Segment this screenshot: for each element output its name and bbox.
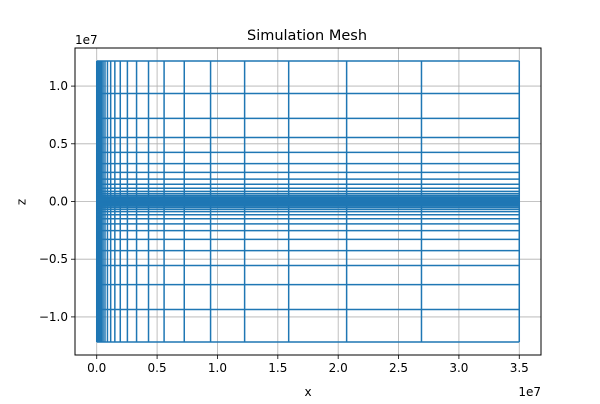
x-axis-label: x [304,385,311,399]
x-tick-label: 1.0 [208,361,227,375]
y-tick-label: 0.0 [49,195,68,209]
y-tick-label: −1.0 [39,310,68,324]
x-tick-label: 0.5 [148,361,167,375]
x-tick-label: 2.0 [329,361,348,375]
x-tick-label: 0.0 [87,361,106,375]
x-tick-label: 3.0 [449,361,468,375]
x-tick-label: 1.5 [268,361,287,375]
x-tick-label: 2.5 [389,361,408,375]
y-tick-label: 0.5 [49,137,68,151]
x-offset-label: 1e7 [518,385,541,399]
y-tick-label: −0.5 [39,252,68,266]
y-tick-label: 1.0 [49,79,68,93]
y-axis-label: z [15,199,29,205]
ticks: 0.0 0.5 1.0 1.5 2.0 2.5 3.0 3.5 −1.0 −0.5 0.0 0.5 1.… [39,79,529,375]
mesh-lines [95,60,521,343]
x-tick-label: 3.5 [510,361,529,375]
y-offset-label: 1e7 [75,33,98,47]
chart-title: Simulation Mesh [247,28,367,44]
